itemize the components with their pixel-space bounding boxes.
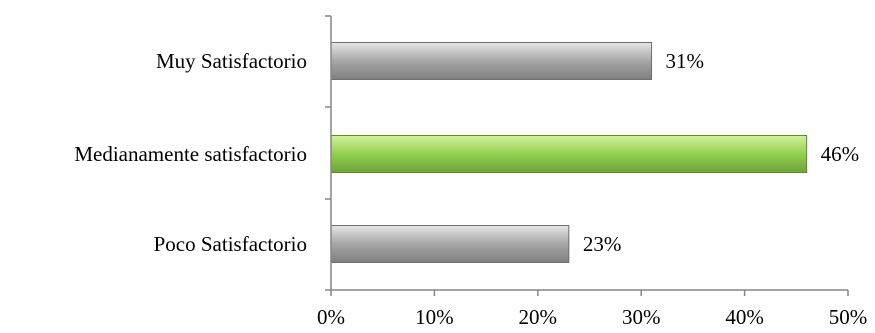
category-label-0: Muy Satisfactorio — [156, 49, 307, 73]
bar-2 — [330, 225, 570, 263]
x-tick-label-2: 20% — [519, 305, 558, 329]
x-tick-label-3: 30% — [622, 305, 661, 329]
value-label-1: 46% — [821, 142, 860, 166]
x-tick-label-4: 40% — [725, 305, 764, 329]
category-label-2: Poco Satisfactorio — [154, 232, 307, 256]
x-tick-label-1: 10% — [415, 305, 454, 329]
value-label-2: 23% — [583, 232, 622, 256]
labels-group: 31% Muy Satisfactorio 46% Medianamente sati… — [74, 49, 867, 329]
bar-0 — [330, 42, 653, 80]
value-label-0: 31% — [666, 49, 705, 73]
x-tick-label-0: 0% — [317, 305, 345, 329]
bar-1 — [330, 135, 808, 173]
category-label-1: Medianamente satisfactorio — [74, 142, 307, 166]
bars-group — [330, 42, 808, 263]
x-tick-label-5: 50% — [829, 305, 868, 329]
axes-group — [325, 15, 849, 296]
